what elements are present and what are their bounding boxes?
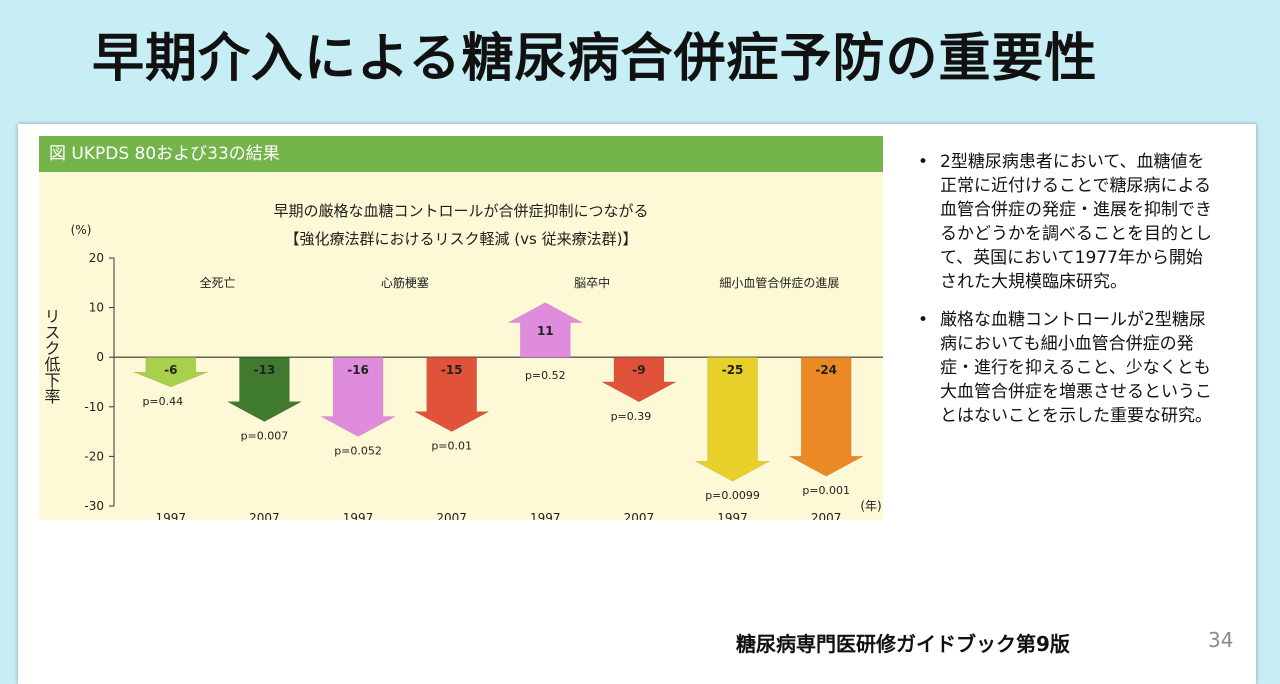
x-tick-label: 1997 <box>717 511 748 520</box>
bar-arrow <box>789 356 864 477</box>
p-value-label: p=0.052 <box>334 445 382 458</box>
bar-value-label: -16 <box>347 363 369 377</box>
chart-title-line2: 【強化療法群におけるリスク軽減 (vs 従来療法群)】 <box>285 230 638 248</box>
p-value-label: p=0.39 <box>611 410 652 423</box>
bullet-marker: • <box>918 152 929 172</box>
bar-arrow <box>227 356 302 422</box>
bullet-list: • 2型糖尿病患者において、血糖値を正常に近付けることで糖尿病による血管合併症の… <box>914 150 1214 442</box>
page-title: 早期介入による糖尿病合併症予防の重要性 <box>92 29 1098 89</box>
y-tick-label: 0 <box>96 350 104 364</box>
y-tick-label: 10 <box>89 301 104 315</box>
bar-value-label: -9 <box>632 363 645 377</box>
y-tick-label: -20 <box>84 449 104 463</box>
bar-arrow <box>601 356 677 403</box>
bullet-text: 厳格な血糖コントロールが2型糖尿病においても細小血管合併症の発症・進行を抑えるこ… <box>940 310 1212 426</box>
y-tick-label: -30 <box>84 499 104 513</box>
group-label: 脳卒中 <box>574 275 610 290</box>
group-label: 細小血管合併症の進展 <box>719 275 839 290</box>
bar-arrow <box>133 356 208 388</box>
p-value-label: p=0.0099 <box>705 489 760 502</box>
bar-value-label: 11 <box>537 324 554 338</box>
x-tick-label: 2007 <box>624 511 655 520</box>
bullet-marker: • <box>918 310 929 330</box>
bar-value-label: -13 <box>254 363 276 377</box>
x-tick-label: 2007 <box>811 511 842 520</box>
bar-arrow <box>508 302 583 358</box>
bar-arrow <box>695 356 770 482</box>
bullet-item: • 2型糖尿病患者において、血糖値を正常に近付けることで糖尿病による血管合併症の… <box>914 150 1214 294</box>
footer-source: 糖尿病専門医研修ガイドブック第9版 <box>736 632 1070 656</box>
x-axis-unit: (年) <box>860 499 881 513</box>
group-label: 全死亡 <box>200 275 236 290</box>
slide: 図 UKPDS 80および33の結果 早期の厳格な血糖コントロールが合併症抑制に… <box>18 124 1256 684</box>
bar-value-label: -24 <box>815 363 837 377</box>
p-value-label: p=0.007 <box>241 430 289 443</box>
y-tick-label: 20 <box>89 251 104 265</box>
x-tick-label: 1997 <box>156 511 187 520</box>
x-tick-label: 1997 <box>343 511 374 520</box>
bar-value-label: -6 <box>164 363 177 377</box>
bar-arrow <box>320 356 396 437</box>
figure: 図 UKPDS 80および33の結果 早期の厳格な血糖コントロールが合併症抑制に… <box>39 136 883 520</box>
bullet-text: 2型糖尿病患者において、血糖値を正常に近付けることで糖尿病による血管合併症の発症… <box>940 152 1212 292</box>
p-value-label: p=0.01 <box>431 440 472 453</box>
group-label: 心筋梗塞 <box>381 275 429 290</box>
chart-title-line1: 早期の厳格な血糖コントロールが合併症抑制につながる <box>273 202 648 220</box>
x-tick-label: 2007 <box>436 511 467 520</box>
y-axis-label: リスク低下率 <box>42 308 61 404</box>
figure-header: 図 UKPDS 80および33の結果 <box>39 136 883 172</box>
y-axis-unit: (%) <box>71 223 92 237</box>
page-number: 34 <box>1208 628 1234 652</box>
x-tick-label: 2007 <box>249 511 280 520</box>
bullet-item: • 厳格な血糖コントロールが2型糖尿病においても細小血管合併症の発症・進行を抑え… <box>914 308 1214 428</box>
y-tick-label: -10 <box>84 400 104 414</box>
p-value-label: p=0.52 <box>525 369 566 382</box>
p-value-label: p=0.001 <box>802 484 850 497</box>
risk-reduction-chart: 早期の厳格な血糖コントロールが合併症抑制につながる 【強化療法群におけるリスク軽… <box>42 202 883 520</box>
bar-value-label: -25 <box>722 363 744 377</box>
p-value-label: p=0.44 <box>142 395 183 408</box>
bar-value-label: -15 <box>441 363 463 377</box>
bar-arrow <box>414 356 489 432</box>
x-tick-label: 1997 <box>530 511 561 520</box>
